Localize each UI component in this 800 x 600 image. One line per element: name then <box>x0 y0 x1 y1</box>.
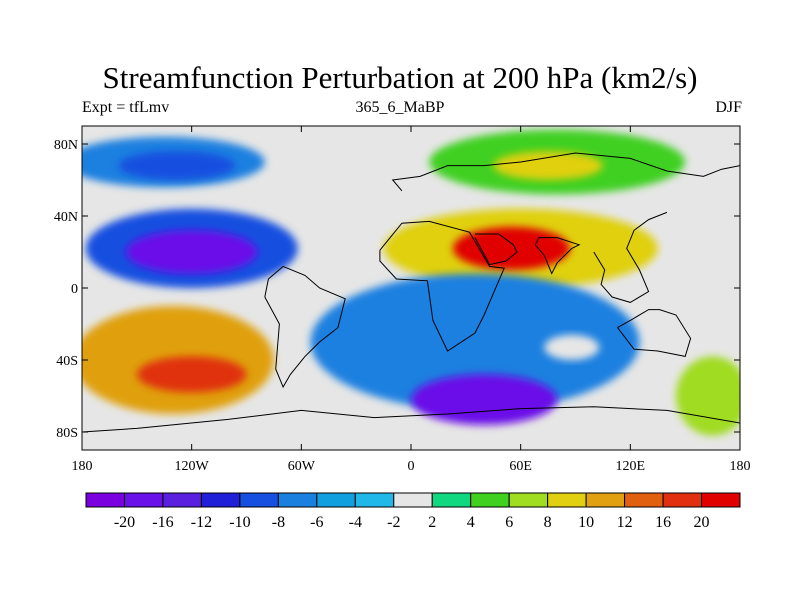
colorbar-label: -8 <box>272 514 285 531</box>
colorbar-box <box>585 492 626 508</box>
x-tick-label: 60W <box>288 459 316 474</box>
colorbar-box <box>393 492 433 508</box>
india-outline <box>534 237 581 275</box>
south-america-outline <box>264 265 346 389</box>
southeast-asia-outline <box>593 211 668 303</box>
y-tick-label: 80N <box>54 138 78 153</box>
field-southeast-pacific-high <box>676 356 740 436</box>
x-tick-label: 120W <box>175 459 210 474</box>
field-tropical-pacific-low-core <box>125 230 258 274</box>
colorbar-box <box>354 492 395 508</box>
plot-title: Streamfunction Perturbation at 200 hPa (… <box>102 60 698 95</box>
season-label: DJF <box>715 99 742 116</box>
colorbar-label: 10 <box>578 514 594 531</box>
colorbar-box <box>277 492 318 508</box>
colorbar-label: 20 <box>694 514 710 531</box>
x-tick-label: 180 <box>72 459 93 474</box>
colorbar: -20 -16 -12 -10 -8 -6 -4 -2 2 4 6 8 10 12 16 20 <box>85 492 741 531</box>
x-tick-label: 60E <box>509 459 532 474</box>
colorbar-label: -16 <box>152 514 173 531</box>
y-tick-label: 40S <box>56 354 78 369</box>
y-tick-label: 80S <box>56 426 78 441</box>
field-south-indian-island <box>544 334 600 360</box>
case-label: 365_6_MaBP <box>355 99 445 116</box>
y-tick-label: 0 <box>71 282 78 297</box>
antarctica-outline <box>82 406 740 433</box>
colorbar-box <box>431 492 472 508</box>
colorbar-box <box>123 492 164 508</box>
field-eurasia-north-high-core <box>493 151 603 181</box>
arabia-outline <box>474 233 518 266</box>
colorbar-label: -20 <box>114 514 135 531</box>
colorbar-box <box>162 492 202 508</box>
colorbar-label: 6 <box>505 514 513 531</box>
colorbar-box <box>662 492 703 508</box>
field-southern-hemisphere-low <box>310 273 640 411</box>
colorbar-label: -10 <box>229 514 250 531</box>
field-southern-hemisphere-low-core <box>411 374 558 425</box>
africa-outline <box>379 220 505 352</box>
colorbar-label: 8 <box>544 514 552 531</box>
colorbar-box <box>470 492 510 508</box>
x-tick-label: 120E <box>616 459 646 474</box>
colorbar-box <box>547 492 587 508</box>
y-tick-label: 40N <box>54 210 78 225</box>
australia-outline <box>617 309 692 357</box>
colorbar-box <box>701 492 741 508</box>
colorbar-label: -12 <box>191 514 212 531</box>
colorbar-label: 2 <box>428 514 436 531</box>
colorbar-box <box>508 492 549 508</box>
field-south-pacific-high-core <box>136 356 247 393</box>
x-tick-label: 180 <box>730 459 751 474</box>
colorbar-box <box>624 492 664 508</box>
colorbar-box <box>200 492 241 508</box>
map-plot-area <box>81 125 741 451</box>
colorbar-label: -2 <box>387 514 400 531</box>
colorbar-box <box>316 492 356 508</box>
contour-field <box>82 129 740 436</box>
field-north-pacific-low-core <box>118 151 236 181</box>
axes: 180 120W 60W 0 60E 120E 180 80N 40N 0 40S 80S <box>54 126 751 474</box>
colorbar-label: 16 <box>655 514 671 531</box>
coastlines <box>82 152 740 433</box>
colorbar-label: 12 <box>617 514 633 531</box>
colorbar-box <box>239 492 279 508</box>
colorbar-label: 4 <box>467 514 475 531</box>
experiment-label: Expt = tfLmv <box>82 99 170 116</box>
colorbar-label: -4 <box>349 514 362 531</box>
x-tick-label: 0 <box>408 459 415 474</box>
colorbar-box <box>85 492 125 508</box>
asia-outline <box>391 152 740 192</box>
colorbar-label: -6 <box>310 514 323 531</box>
